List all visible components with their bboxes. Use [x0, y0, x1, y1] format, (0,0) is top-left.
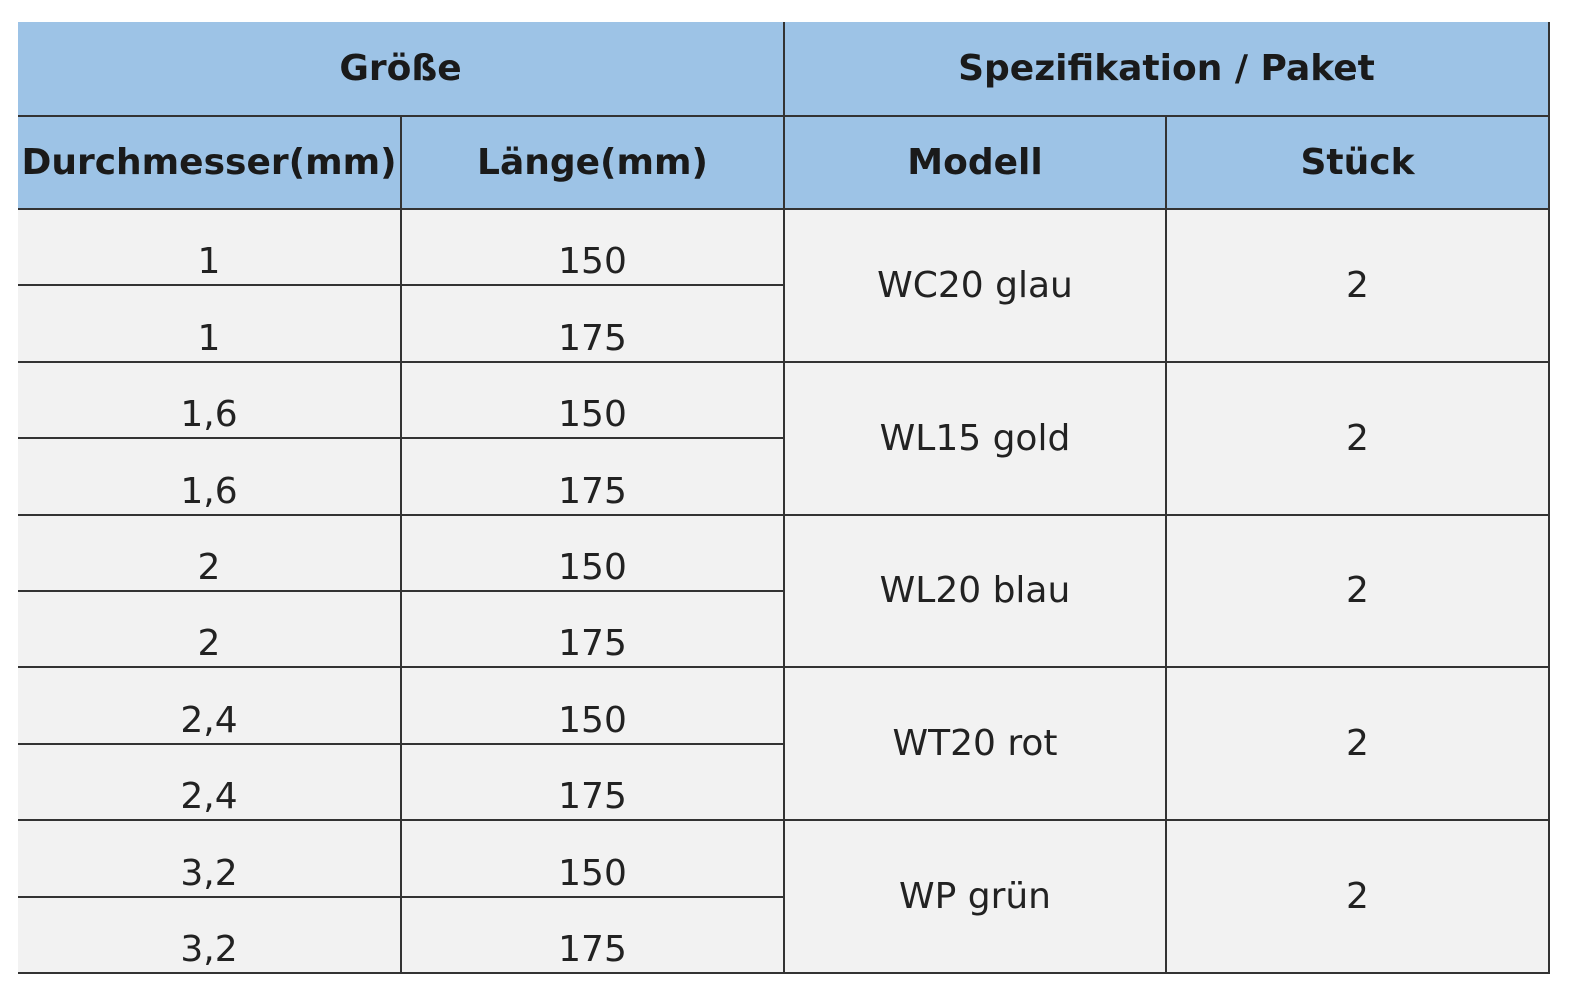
- pieces-cell: 2: [1167, 210, 1550, 363]
- group-header: Größe: [18, 22, 785, 117]
- diameter-cell: 2,4: [18, 744, 402, 822]
- length-cell: 175: [402, 286, 785, 363]
- pieces-cell: 2: [1167, 821, 1550, 974]
- pieces-cell: 2: [1167, 362, 1550, 516]
- length-cell: 150: [402, 668, 785, 745]
- length-cell: 175: [402, 592, 785, 669]
- model-cell: WC20 glau: [785, 210, 1167, 363]
- diameter-cell: 1,6: [18, 439, 402, 516]
- diameter-cell: 1: [18, 210, 402, 287]
- diameter-cell: 2,4: [18, 668, 402, 745]
- diameter-cell: 3,2: [18, 897, 402, 974]
- spec-table: Größe Spezifikation / Paket Durchmesser(mm…: [18, 22, 1550, 974]
- column-header: Modell: [785, 117, 1167, 210]
- length-cell: 175: [402, 439, 785, 516]
- length-cell: 175: [402, 897, 785, 974]
- length-cell: 150: [402, 515, 785, 592]
- model-cell: WT20 rot: [785, 668, 1167, 822]
- column-header: Länge(mm): [402, 117, 785, 210]
- length-cell: 150: [402, 362, 785, 440]
- diameter-cell: 2: [18, 592, 402, 669]
- pieces-cell: 2: [1167, 515, 1550, 669]
- length-cell: 175: [402, 744, 785, 822]
- group-header: Spezifikation / Paket: [785, 22, 1550, 117]
- diameter-cell: 2: [18, 515, 402, 592]
- model-cell: WL15 gold: [785, 362, 1167, 516]
- pieces-cell: 2: [1167, 668, 1550, 822]
- model-cell: WL20 blau: [785, 515, 1167, 669]
- column-header: Stück: [1167, 117, 1550, 210]
- length-cell: 150: [402, 821, 785, 898]
- diameter-cell: 1,6: [18, 362, 402, 440]
- diameter-cell: 3,2: [18, 821, 402, 898]
- length-cell: 150: [402, 210, 785, 287]
- diameter-cell: 1: [18, 286, 402, 363]
- column-header: Durchmesser(mm): [18, 117, 402, 210]
- model-cell: WP grün: [785, 821, 1167, 974]
